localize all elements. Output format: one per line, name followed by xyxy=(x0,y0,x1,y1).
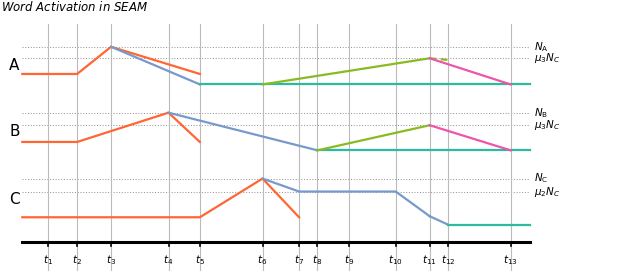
Text: $\mu_2 N_C$: $\mu_2 N_C$ xyxy=(534,184,561,199)
Text: $N_\mathrm{C}$: $N_\mathrm{C}$ xyxy=(534,172,548,186)
Text: $t_7$: $t_7$ xyxy=(294,253,304,267)
Text: $t_8$: $t_8$ xyxy=(312,253,323,267)
Text: $t_{11}$: $t_{11}$ xyxy=(422,253,437,267)
Text: $\mu_3 N_C$: $\mu_3 N_C$ xyxy=(534,51,561,65)
Text: $t_{13}$: $t_{13}$ xyxy=(503,253,518,267)
Text: $t_2$: $t_2$ xyxy=(72,253,82,267)
Text: $t_4$: $t_4$ xyxy=(163,253,173,267)
Text: $\mu_3 N_C$: $\mu_3 N_C$ xyxy=(534,118,561,132)
Text: A: A xyxy=(10,58,20,73)
Text: $t_{10}$: $t_{10}$ xyxy=(388,253,403,267)
Text: $t_5$: $t_5$ xyxy=(195,253,205,267)
Text: C: C xyxy=(9,192,20,207)
Text: $t_1$: $t_1$ xyxy=(44,253,53,267)
Text: $t_6$: $t_6$ xyxy=(257,253,268,267)
Text: $\it{Word\ Activation\ in\ SEAM}$: $\it{Word\ Activation\ in\ SEAM}$ xyxy=(1,0,148,14)
Text: B: B xyxy=(9,124,20,139)
Text: $N_\mathrm{B}$: $N_\mathrm{B}$ xyxy=(534,106,548,120)
Text: $t_{12}$: $t_{12}$ xyxy=(441,253,455,267)
Text: $t_9$: $t_9$ xyxy=(344,253,354,267)
Text: $N_\mathrm{A}$: $N_\mathrm{A}$ xyxy=(534,40,549,54)
Text: $t_3$: $t_3$ xyxy=(106,253,116,267)
